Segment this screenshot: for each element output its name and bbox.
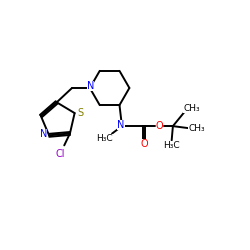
Text: H₃C: H₃C xyxy=(96,134,113,143)
Text: N: N xyxy=(87,81,94,91)
Text: S: S xyxy=(77,108,83,118)
Text: CH₃: CH₃ xyxy=(183,104,200,112)
Text: O: O xyxy=(156,121,163,131)
Text: N: N xyxy=(40,129,47,139)
Text: H₃C: H₃C xyxy=(163,142,180,150)
Text: Cl: Cl xyxy=(55,149,65,159)
Text: O: O xyxy=(141,139,148,149)
Text: CH₃: CH₃ xyxy=(188,124,205,132)
Text: N: N xyxy=(117,120,124,130)
